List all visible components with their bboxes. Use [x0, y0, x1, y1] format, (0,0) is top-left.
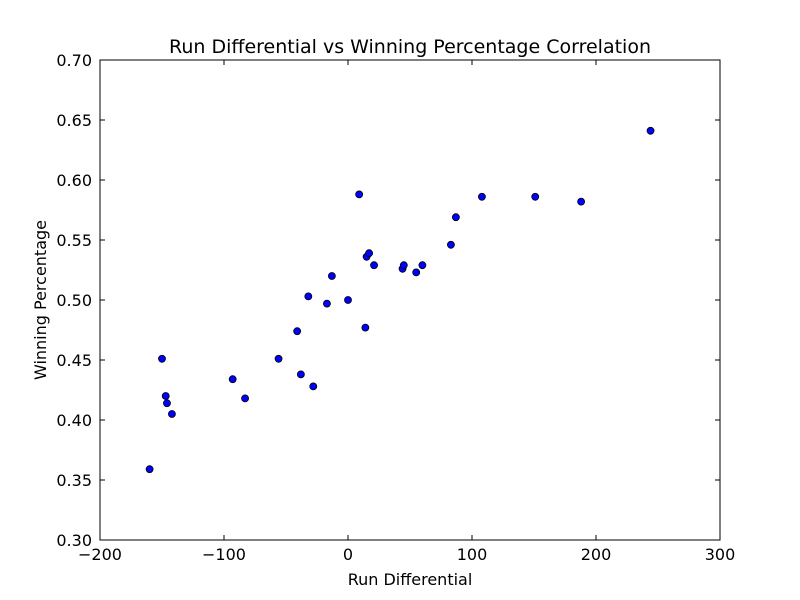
y-tick-label: 0.60: [56, 171, 92, 190]
scatter-point: [370, 261, 378, 270]
scatter-point: [228, 375, 237, 384]
scatter-point: [274, 354, 283, 363]
scatter-point: [145, 465, 154, 474]
scatter-point: [168, 410, 176, 418]
scatter-point: [399, 261, 408, 270]
x-tick-label: 100: [457, 545, 488, 564]
y-tick-label: 0.65: [56, 111, 92, 130]
x-tick-label: 300: [705, 545, 736, 564]
x-tick-label: −200: [78, 545, 122, 564]
scatter-point: [365, 249, 373, 258]
x-axis-ticks: −200 −100 0 100 200 300: [78, 60, 735, 564]
scatter-point: [355, 190, 364, 199]
y-tick-label: 0.40: [56, 411, 92, 430]
scatter-point: [412, 268, 421, 277]
scatter-point: [161, 392, 170, 400]
y-tick-label: 0.50: [56, 291, 92, 310]
y-axis-label: Winning Percentage: [31, 220, 50, 380]
scatter-point: [418, 261, 427, 270]
scatter-point: [323, 299, 331, 308]
scatter-point: [531, 192, 540, 201]
y-tick-label: 0.70: [56, 51, 92, 70]
scatter-point: [296, 370, 305, 379]
scatter-point: [241, 394, 249, 403]
y-tick-label: 0.55: [56, 231, 92, 250]
scatter-point: [577, 197, 586, 206]
y-tick-label: 0.45: [56, 351, 92, 370]
scatter-point: [361, 323, 370, 332]
scatter-point: [163, 399, 171, 408]
y-tick-label: 0.30: [56, 531, 92, 550]
scatter-point: [646, 126, 655, 135]
y-axis-ticks: 0.30 0.35 0.40 0.45 0.50 0.55 0.60 0.65 0.70: [56, 51, 720, 550]
scatter-point: [158, 354, 166, 363]
x-tick-label: 200: [581, 545, 612, 564]
scatter-point: [327, 272, 336, 280]
chart-title: Run Differential vs Winning Percentage C…: [169, 36, 651, 58]
y-tick-label: 0.35: [56, 471, 92, 490]
scatter-point: [293, 327, 302, 336]
x-axis-label: Run Differential: [348, 570, 473, 589]
scatter-point: [447, 240, 455, 249]
x-tick-label: −100: [202, 545, 246, 564]
scatter-point: [309, 382, 318, 391]
scatter-point: [344, 296, 352, 304]
scatter-point: [451, 213, 460, 222]
scatter-point: [478, 192, 486, 201]
x-tick-label: 0: [343, 545, 353, 564]
plot-area: [145, 126, 655, 474]
scatter-point: [304, 292, 313, 301]
